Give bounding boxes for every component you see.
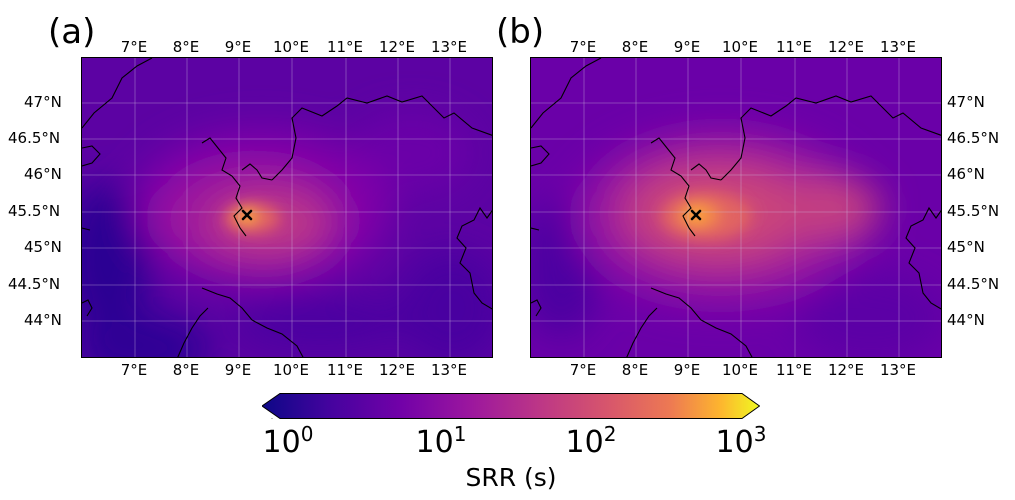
lat-tick: 44°N [947, 311, 985, 329]
lon-tick: 8°E [172, 38, 200, 56]
colorbar [262, 393, 760, 419]
lon-tick: 13°E [430, 38, 468, 56]
lat-tick: 44.5°N [8, 275, 61, 293]
lon-tick: 10°E [272, 38, 310, 56]
colorbar-tick-label-2: 102 [565, 422, 617, 460]
lon-tick: 7°E [120, 38, 148, 56]
lon-tick: 13°E [430, 361, 468, 379]
lon-tick: 8°E [621, 361, 649, 379]
coastlines-borders [82, 58, 492, 357]
map-panel-a [81, 57, 493, 358]
lon-tick: 13°E [879, 361, 917, 379]
colorbar-tick-label-0: 100 [262, 422, 314, 460]
lon-tick: 12°E [378, 361, 416, 379]
graticule [531, 58, 941, 357]
colorbar-tick-label-3: 103 [715, 422, 767, 460]
colorbar-title: SRR (s) [465, 463, 557, 492]
panel-label-a: (a) [48, 12, 96, 52]
graticule [82, 58, 492, 357]
lon-tick: 11°E [326, 361, 364, 379]
lon-tick: 7°E [120, 361, 148, 379]
lon-tick: 10°E [721, 361, 759, 379]
lat-tick: 44.5°N [947, 275, 1000, 293]
lon-tick: 8°E [621, 38, 649, 56]
lon-tick: 7°E [569, 361, 597, 379]
lon-tick: 12°E [827, 38, 865, 56]
panel-label-b: (b) [496, 12, 545, 52]
lat-tick: 46.5°N [8, 129, 61, 147]
lon-tick: 11°E [775, 361, 813, 379]
lat-tick: 44°N [24, 311, 62, 329]
lon-tick: 12°E [378, 38, 416, 56]
lon-tick: 9°E [673, 38, 701, 56]
lat-tick: 45.5°N [8, 202, 61, 220]
lon-tick: 12°E [827, 361, 865, 379]
lon-tick: 10°E [272, 361, 310, 379]
srr-field-b [531, 58, 941, 357]
lon-tick: 9°E [224, 361, 252, 379]
lon-tick: 8°E [172, 361, 200, 379]
srr-field-a [82, 58, 492, 357]
lon-tick: 11°E [326, 38, 364, 56]
map-panel-b [530, 57, 942, 358]
lon-tick: 11°E [775, 38, 813, 56]
coastlines-borders [531, 58, 941, 357]
lat-tick: 47°N [947, 93, 985, 111]
colorbar-tick-label-1: 101 [415, 422, 467, 460]
lat-tick: 45°N [947, 238, 985, 256]
lon-tick: 10°E [721, 38, 759, 56]
lat-tick: 47°N [24, 93, 62, 111]
lat-tick: 46°N [24, 165, 62, 183]
cross-marker-a [241, 209, 253, 221]
lat-tick: 46.5°N [947, 129, 1000, 147]
lon-tick: 7°E [569, 38, 597, 56]
lon-tick: 9°E [673, 361, 701, 379]
lat-tick: 46°N [947, 165, 985, 183]
lon-tick: 9°E [224, 38, 252, 56]
lat-tick: 45°N [24, 238, 62, 256]
lon-tick: 13°E [879, 38, 917, 56]
lat-tick: 45.5°N [947, 202, 1000, 220]
cross-marker-b [690, 209, 702, 221]
